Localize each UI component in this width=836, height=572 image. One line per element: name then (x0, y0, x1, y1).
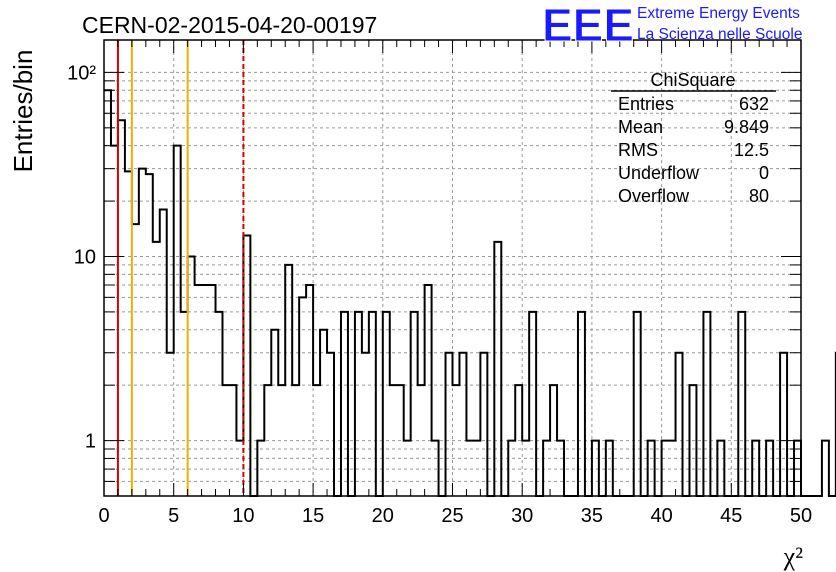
histogram-bin (209, 285, 216, 496)
histogram-bin (104, 90, 111, 496)
histogram-bin (125, 171, 132, 496)
histogram-bin (146, 174, 153, 496)
histogram-bin (355, 312, 362, 496)
histogram-bin (578, 312, 585, 496)
x-tick-labels: 0 5 10 15 20 25 30 35 40 45 50 (98, 505, 812, 527)
stats-label: RMS (618, 140, 658, 160)
eee-logo: EEE Extreme Energy Events La Scienza nel… (542, 0, 803, 52)
x-tick-label: 35 (581, 505, 603, 527)
y-tick-labels: 1 10 10² (67, 62, 96, 452)
logo-mark: EEE (542, 0, 634, 51)
histogram-bin (369, 312, 376, 496)
x-tick-label: 20 (372, 505, 394, 527)
y-axis-label: Entries/bin (8, 50, 38, 173)
histogram-bin (676, 353, 683, 496)
histogram-bin (446, 353, 453, 496)
histogram-bin (181, 312, 188, 496)
logo-line1: Extreme Energy Events (637, 5, 800, 22)
histogram-bin (738, 312, 745, 496)
histogram-bin (299, 297, 306, 496)
stats-label: Underflow (618, 163, 700, 183)
histogram-bin (202, 285, 209, 496)
threshold-lines (116, 40, 245, 496)
x-tick-label: 5 (168, 505, 179, 527)
stats-value: 632 (739, 94, 769, 114)
histogram-bin (822, 441, 829, 496)
x-tick-label: 10 (232, 505, 254, 527)
histogram-bin (188, 257, 195, 496)
histogram-bin (139, 169, 146, 496)
histogram-bin (320, 330, 327, 496)
histogram-bin (167, 353, 174, 496)
histogram-bin (383, 312, 390, 496)
histogram-bin (634, 312, 641, 496)
histogram-bin (327, 353, 334, 496)
histogram-bin (703, 312, 710, 496)
y-tick-label: 1 (85, 431, 96, 453)
histogram-bin (341, 312, 348, 496)
histogram-bin (216, 312, 223, 496)
histogram-bin (459, 353, 466, 496)
x-tick-label: 30 (511, 505, 533, 527)
x-tick-label: 25 (441, 505, 463, 527)
y-tick-label: 10² (67, 62, 96, 84)
stats-rows: Entries 632 Mean 9.849 RMS 12.5 Underflow 0 Over… (618, 94, 769, 206)
stats-box: ChiSquare Entries 632 Mean 9.849 RMS 12.5 Unde… (611, 70, 776, 206)
histogram-bin (174, 146, 181, 496)
stats-box-title: ChiSquare (650, 70, 735, 90)
x-axis-label: χ² (783, 542, 804, 571)
stats-label: Overflow (618, 186, 690, 206)
stats-value: 9.849 (724, 117, 769, 137)
stats-label: Entries (618, 94, 674, 114)
histogram-outline (104, 89, 836, 497)
stats-value: 0 (759, 163, 769, 183)
histogram-bin (411, 312, 418, 496)
histogram-bin (494, 242, 501, 496)
stats-value: 80 (749, 186, 769, 206)
stats-label: Mean (618, 117, 663, 137)
histogram-bin (529, 312, 536, 496)
histogram-bin (362, 353, 369, 496)
histogram-bin (111, 146, 118, 496)
y-tick-label: 10 (74, 247, 96, 269)
histogram-bin (780, 353, 787, 496)
chart-title: CERN-02-2015-04-20-00197 (82, 12, 377, 38)
histogram-bin (285, 265, 292, 496)
histogram-bars (104, 89, 836, 497)
stats-value: 12.5 (734, 140, 769, 160)
logo-line2: La Scienza nelle Scuole (637, 26, 802, 43)
x-tick-label: 15 (302, 505, 324, 527)
histogram-bin (306, 285, 313, 496)
histogram-bin (480, 353, 487, 496)
histogram-bin (425, 285, 432, 496)
axis-ticks (103, 40, 802, 497)
x-tick-label: 50 (790, 505, 812, 527)
histogram-bin (118, 120, 125, 496)
histogram-bin (153, 242, 160, 496)
x-tick-label: 0 (98, 505, 109, 527)
histogram-bin (195, 285, 202, 496)
x-tick-label: 45 (720, 505, 742, 527)
x-tick-label: 40 (650, 505, 672, 527)
histogram-bin (271, 330, 278, 496)
